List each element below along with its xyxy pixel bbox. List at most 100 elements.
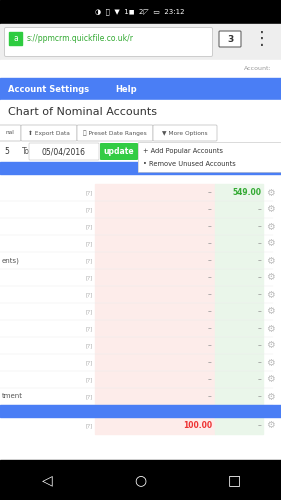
Bar <box>215 388 263 405</box>
Bar <box>95 320 215 337</box>
Bar <box>215 235 263 252</box>
Text: Help: Help <box>115 84 137 94</box>
Bar <box>215 201 263 218</box>
Text: –: – <box>257 341 261 350</box>
Text: update: update <box>104 148 134 156</box>
Text: 3: 3 <box>227 34 233 43</box>
Text: –: – <box>257 239 261 248</box>
Text: 5: 5 <box>4 148 9 156</box>
Text: ⚙: ⚙ <box>266 392 274 402</box>
Text: [?]: [?] <box>86 275 93 280</box>
Bar <box>0 201 281 218</box>
Bar <box>95 184 215 201</box>
Bar <box>95 417 215 434</box>
Text: ⚙: ⚙ <box>266 358 274 368</box>
Text: ⚙: ⚙ <box>266 340 274 350</box>
Text: –: – <box>208 375 212 384</box>
FancyBboxPatch shape <box>21 125 77 141</box>
Text: –: – <box>257 392 261 401</box>
Bar <box>95 303 215 320</box>
Text: ⬆ Export Data: ⬆ Export Data <box>28 130 70 136</box>
Bar <box>0 124 281 142</box>
Text: 549.00: 549.00 <box>232 188 261 197</box>
Text: s://ppmcrm.quickfile.co.uk/r: s://ppmcrm.quickfile.co.uk/r <box>27 34 134 43</box>
Bar <box>95 286 215 303</box>
Text: [?]: [?] <box>86 190 93 195</box>
Text: ⚙: ⚙ <box>266 324 274 334</box>
FancyBboxPatch shape <box>4 28 212 56</box>
Text: ⚙: ⚙ <box>266 420 274 430</box>
FancyBboxPatch shape <box>100 143 138 160</box>
Text: Account:: Account: <box>244 66 272 71</box>
Text: Account Settings: Account Settings <box>8 84 89 94</box>
Text: –: – <box>208 273 212 282</box>
Bar <box>0 371 281 388</box>
Text: –: – <box>208 256 212 265</box>
FancyBboxPatch shape <box>0 125 21 141</box>
Text: 100.00: 100.00 <box>183 421 212 430</box>
Bar <box>215 218 263 235</box>
Text: [?]: [?] <box>86 326 93 331</box>
Text: To:: To: <box>22 148 33 156</box>
FancyBboxPatch shape <box>77 125 153 141</box>
Text: –: – <box>257 273 261 282</box>
Bar <box>0 0 281 24</box>
Bar <box>215 252 263 269</box>
Bar <box>0 235 281 252</box>
Text: –: – <box>257 256 261 265</box>
Text: –: – <box>208 307 212 316</box>
Bar <box>95 252 215 269</box>
Text: –: – <box>257 421 261 430</box>
Text: –: – <box>257 324 261 333</box>
Bar <box>0 354 281 371</box>
Text: [?]: [?] <box>86 309 93 314</box>
Bar <box>138 142 281 172</box>
Text: a: a <box>13 34 18 43</box>
Text: ⚙: ⚙ <box>266 238 274 248</box>
Text: –: – <box>208 188 212 197</box>
Text: –: – <box>208 222 212 231</box>
Text: –: – <box>208 205 212 214</box>
Text: 📅 Preset Date Ranges: 📅 Preset Date Ranges <box>83 130 147 136</box>
Bar <box>0 337 281 354</box>
Text: [?]: [?] <box>86 224 93 229</box>
Text: –: – <box>257 358 261 367</box>
Bar <box>215 371 263 388</box>
Bar <box>0 269 281 286</box>
Text: ◁: ◁ <box>42 473 52 487</box>
Bar <box>95 235 215 252</box>
Bar <box>0 252 281 269</box>
Text: [?]: [?] <box>86 292 93 297</box>
Bar <box>215 184 263 201</box>
Bar <box>0 24 281 60</box>
Bar <box>95 388 215 405</box>
Bar <box>95 371 215 388</box>
Text: ⚙: ⚙ <box>266 188 274 198</box>
Text: + Add Popular Accounts: + Add Popular Accounts <box>143 148 223 154</box>
Bar <box>95 337 215 354</box>
Bar <box>0 320 281 337</box>
Bar <box>215 286 263 303</box>
Text: tment: tment <box>2 394 23 400</box>
Text: • Remove Unused Accounts: • Remove Unused Accounts <box>143 161 236 167</box>
Bar <box>0 460 281 500</box>
Bar <box>0 162 281 174</box>
Text: ◑  ⏰  ▼  1◼  2◸  ▭  23:12: ◑ ⏰ ▼ 1◼ 2◸ ▭ 23:12 <box>95 8 185 16</box>
Bar <box>95 201 215 218</box>
Text: –: – <box>208 392 212 401</box>
Bar <box>215 320 263 337</box>
Bar <box>0 405 281 417</box>
Bar <box>215 269 263 286</box>
Text: ⚙: ⚙ <box>266 272 274 282</box>
Text: ⚙: ⚙ <box>266 290 274 300</box>
Text: ○: ○ <box>134 473 146 487</box>
Text: ⚙: ⚙ <box>266 306 274 316</box>
Text: ⚙: ⚙ <box>266 222 274 232</box>
Bar <box>0 417 281 434</box>
Bar <box>9 32 22 45</box>
Text: [?]: [?] <box>86 207 93 212</box>
Text: ⚙: ⚙ <box>266 256 274 266</box>
FancyBboxPatch shape <box>219 31 241 47</box>
Text: nal: nal <box>6 130 14 136</box>
Bar <box>0 60 281 78</box>
